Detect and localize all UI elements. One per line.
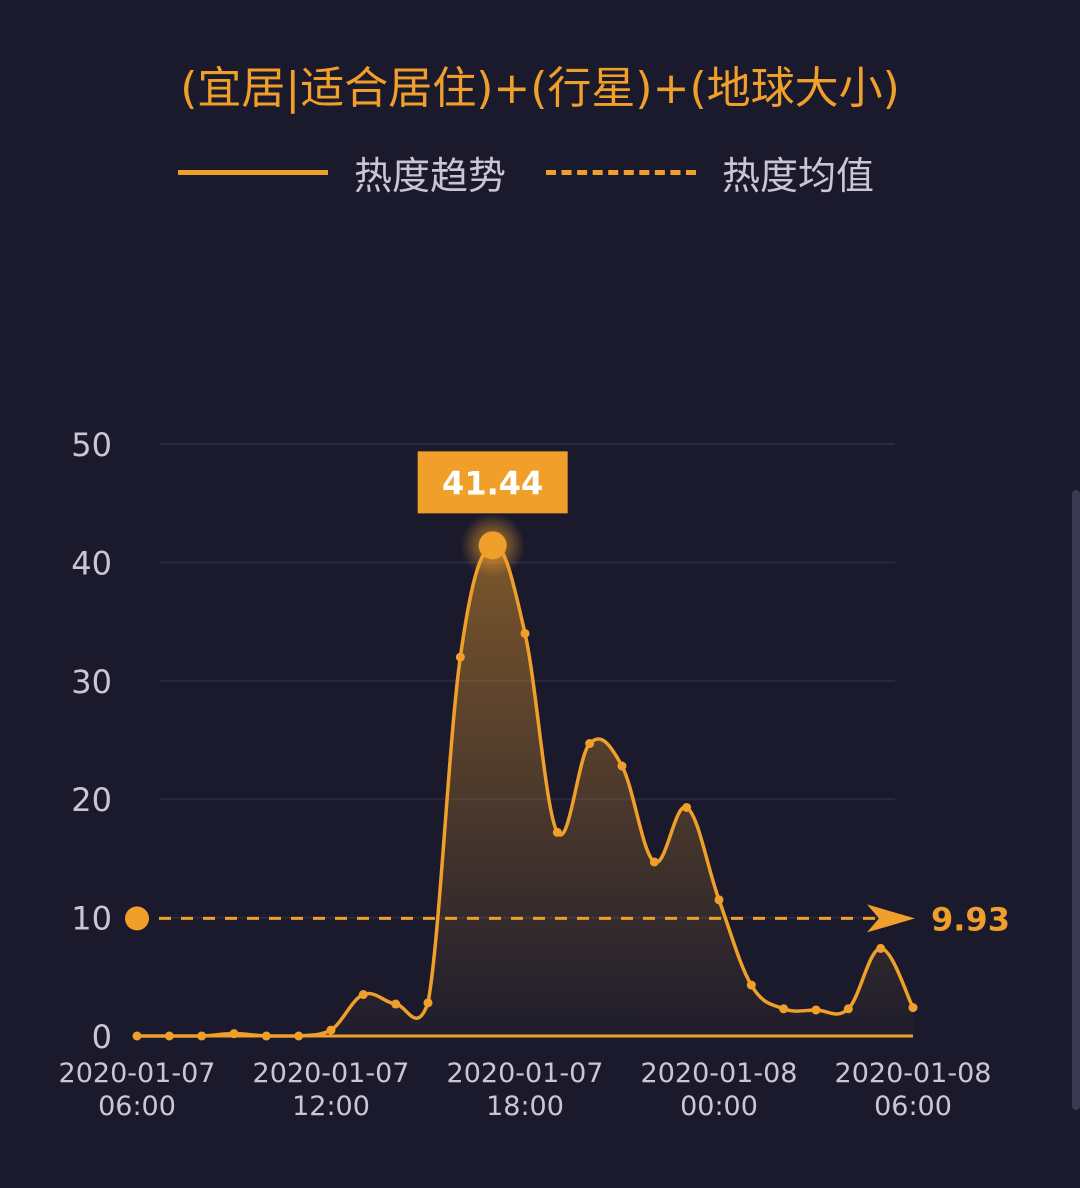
data-point[interactable]: [391, 999, 401, 1009]
x-tick-label-date: 2020-01-08: [641, 1058, 798, 1089]
data-point[interactable]: [294, 1031, 304, 1041]
data-point[interactable]: [164, 1031, 174, 1041]
data-point[interactable]: [746, 980, 756, 990]
x-axis: 2020-01-0706:002020-01-0712:002020-01-07…: [59, 1058, 992, 1122]
peak-marker[interactable]: 41.44: [417, 451, 568, 578]
data-point[interactable]: [358, 990, 368, 1000]
y-tick-label: 10: [71, 900, 112, 938]
x-tick-label-date: 2020-01-08: [835, 1058, 992, 1089]
data-point[interactable]: [617, 761, 627, 771]
scrollbar[interactable]: [1072, 490, 1080, 1110]
data-point[interactable]: [520, 628, 530, 638]
peak-dot: [478, 531, 507, 560]
legend-label-average: 热度均值: [722, 153, 875, 198]
x-tick-label-date: 2020-01-07: [59, 1058, 216, 1089]
y-tick-label: 50: [71, 426, 112, 464]
data-point[interactable]: [229, 1029, 239, 1039]
chart-legend: 热度趋势 热度均值: [0, 142, 1080, 202]
x-tick-label-date: 2020-01-07: [253, 1058, 410, 1089]
data-point[interactable]: [876, 943, 886, 953]
data-point[interactable]: [908, 1003, 918, 1013]
x-tick-label-time: 06:00: [98, 1091, 176, 1122]
trend-area: [137, 545, 913, 1036]
x-tick-label-time: 00:00: [680, 1091, 758, 1122]
data-point[interactable]: [585, 739, 595, 749]
legend-swatch-solid: [178, 169, 328, 175]
legend-swatch-dashed: [546, 169, 696, 175]
data-point[interactable]: [552, 827, 562, 837]
trend-points: [132, 628, 918, 1041]
data-point[interactable]: [779, 1004, 789, 1014]
x-tick-label-time: 06:00: [874, 1091, 952, 1122]
data-point[interactable]: [714, 895, 724, 905]
data-point[interactable]: [455, 652, 465, 662]
data-point[interactable]: [843, 1004, 853, 1014]
y-axis: 0 10 20 30 40 50: [71, 426, 112, 1056]
data-point[interactable]: [326, 1025, 336, 1035]
legend-label-trend: 热度趋势: [354, 153, 507, 198]
data-point[interactable]: [132, 1031, 142, 1041]
peak-label-box: [417, 451, 568, 514]
average-arrow-icon: [867, 904, 915, 933]
average-line-group: 9.93: [125, 900, 1010, 938]
peak-value-label: 41.44: [442, 464, 543, 502]
y-tick-label: 0: [92, 1018, 112, 1056]
legend-item-trend[interactable]: 热度趋势: [178, 142, 506, 202]
chart-title: (宜居|适合居住)+(行星)+(地球大小): [180, 63, 900, 114]
data-point[interactable]: [423, 998, 433, 1008]
trend-line: [137, 543, 915, 1038]
data-point[interactable]: [682, 802, 692, 812]
data-point[interactable]: [649, 857, 659, 867]
data-point[interactable]: [197, 1031, 207, 1041]
y-tick-label: 40: [71, 544, 112, 582]
x-tick-label-time: 18:00: [486, 1091, 564, 1122]
legend-item-average[interactable]: 热度均值: [546, 142, 874, 202]
x-tick-label-time: 12:00: [292, 1091, 370, 1122]
data-point[interactable]: [261, 1031, 271, 1041]
average-value-label: 9.93: [931, 900, 1010, 938]
average-start-dot: [125, 906, 149, 931]
y-tick-label: 30: [71, 663, 112, 701]
x-tick-label-date: 2020-01-07: [447, 1058, 604, 1089]
y-tick-label: 20: [71, 781, 112, 819]
data-point[interactable]: [811, 1005, 821, 1015]
